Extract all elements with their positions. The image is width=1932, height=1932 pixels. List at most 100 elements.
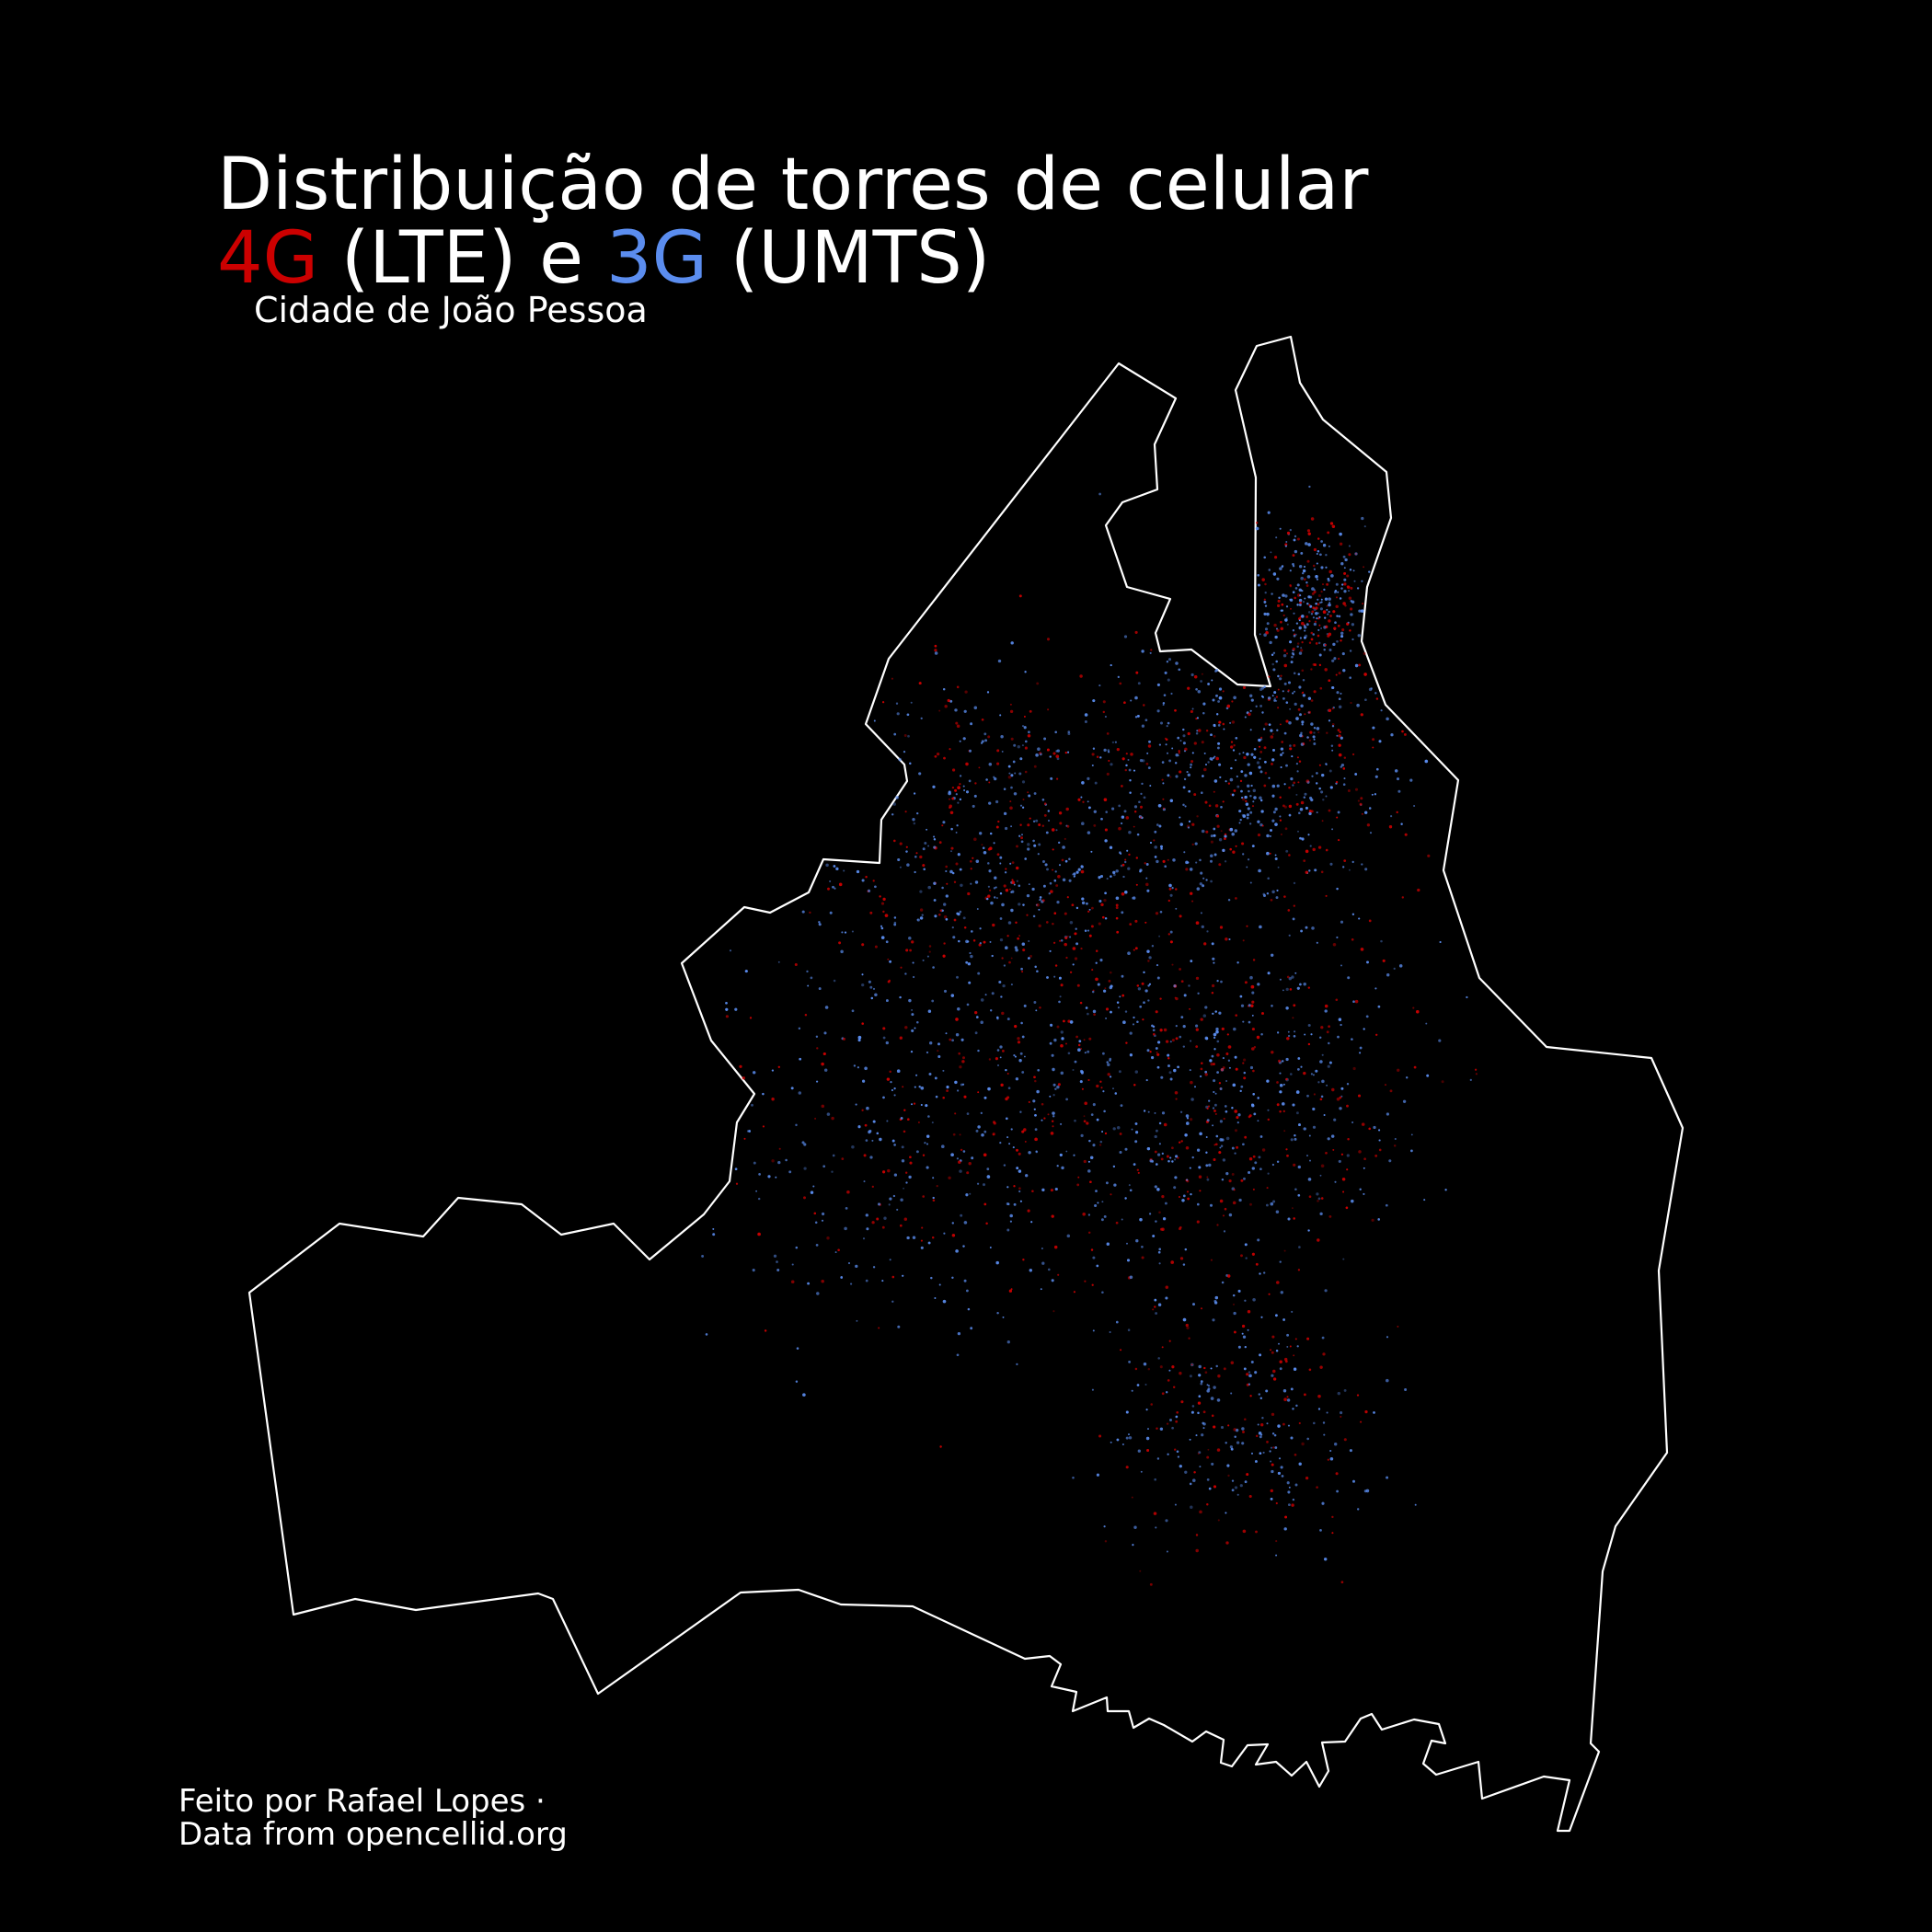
tower-3g-point (1248, 1004, 1251, 1007)
tower-4g-point (816, 1047, 819, 1050)
tower-4g-point (1218, 863, 1222, 867)
tower-3g-point (1466, 995, 1468, 999)
tower-3g-point (1312, 1107, 1316, 1111)
tower-3g-point (1058, 841, 1061, 845)
tower-3g-point (1053, 1038, 1057, 1042)
tower-3g-point (834, 887, 836, 890)
tower-3g-point (927, 1241, 931, 1245)
tower-4g-point (1146, 1449, 1150, 1452)
tower-3g-point (712, 1227, 715, 1230)
tower-3g-point (972, 804, 975, 808)
tower-3g-point (999, 714, 1002, 717)
tower-3g-point (1202, 1422, 1206, 1426)
tower-4g-point (1152, 1308, 1155, 1311)
tower-3g-point (823, 1031, 827, 1035)
tower-4g-point (1207, 1448, 1210, 1451)
tower-3g-point (1166, 725, 1168, 728)
tower-3g-point (1297, 1057, 1301, 1060)
tower-4g-point (1341, 1178, 1346, 1181)
tower-4g-point (1276, 1081, 1279, 1084)
tower-3g-point (994, 776, 997, 781)
tower-3g-point (841, 1037, 845, 1041)
tower-4g-point (1327, 634, 1330, 638)
tower-3g-point (1046, 868, 1049, 871)
tower-3g-point (1337, 811, 1340, 814)
tower-3g-point (1035, 753, 1039, 757)
tower-3g-point (1023, 1004, 1027, 1007)
tower-4g-point (1171, 1039, 1175, 1042)
tower-4g-point (1056, 777, 1059, 780)
tower-3g-point (899, 995, 902, 999)
tower-3g-point (1092, 699, 1096, 703)
tower-3g-point (1181, 1199, 1185, 1202)
tower-4g-point (1002, 1050, 1005, 1052)
tower-3g-point (974, 880, 979, 884)
tower-3g-point (1120, 822, 1123, 825)
tower-4g-point (1331, 707, 1334, 710)
tower-3g-point (843, 869, 845, 872)
tower-4g-point (725, 1015, 730, 1018)
tower-4g-point (816, 1047, 819, 1050)
tower-3g-point (850, 1282, 853, 1285)
tower-3g-point (893, 916, 897, 919)
tower-4g-point (1372, 738, 1375, 742)
tower-3g-point (959, 910, 962, 914)
tower-3g-point (893, 921, 897, 925)
tower-4g-point (981, 718, 984, 721)
tower-3g-point (1183, 851, 1186, 854)
tower-4g-point (1313, 547, 1317, 552)
tower-3g-point (1021, 780, 1026, 784)
tower-3g-point (967, 940, 970, 943)
tower-3g-point (1189, 1069, 1191, 1072)
tower-3g-point (1242, 1143, 1245, 1146)
tower-3g-point (927, 845, 930, 847)
tower-4g-point (1216, 1448, 1221, 1452)
tower-3g-point (916, 1020, 919, 1024)
tower-3g-point (927, 1115, 930, 1118)
tower-3g-point (1256, 761, 1260, 765)
tower-3g-point (1386, 1476, 1389, 1479)
tower-3g-point (1162, 808, 1166, 811)
tower-4g-point (1078, 1043, 1081, 1047)
tower-3g-point (1306, 575, 1311, 579)
tower-4g-point (1293, 1354, 1295, 1357)
tower-3g-point (1294, 1134, 1296, 1137)
tower-3g-point (1039, 896, 1042, 899)
tower-3g-point (1134, 1070, 1139, 1074)
tower-4g-point (1271, 1412, 1275, 1417)
tower-3g-point (1023, 726, 1027, 730)
tower-3g-point (1198, 1364, 1202, 1369)
tower-4g-point (1219, 1087, 1222, 1090)
tower-3g-point (1217, 700, 1220, 703)
tower-4g-point (884, 914, 889, 917)
tower-4g-point (1178, 1195, 1181, 1199)
tower-4g-point (843, 1037, 845, 1041)
tower-3g-point (1320, 566, 1324, 569)
tower-3g-point (1257, 820, 1260, 823)
tower-3g-point (1075, 870, 1079, 874)
tower-4g-point (1047, 1113, 1050, 1116)
tower-4g-point (1304, 1393, 1306, 1397)
tower-4g-point (945, 865, 948, 868)
tower-3g-point (916, 918, 920, 922)
tower-3g-point (1037, 1068, 1041, 1072)
tower-3g-point (1065, 1150, 1068, 1153)
tower-4g-point (1317, 603, 1320, 606)
tower-3g-point (879, 1137, 882, 1142)
tower-3g-point (1147, 1110, 1150, 1113)
tower-3g-point (868, 1130, 871, 1134)
tower-3g-point (1259, 757, 1261, 760)
tower-4g-point (988, 781, 991, 784)
tower-4g-point (1150, 649, 1153, 651)
tower-3g-point (942, 821, 946, 824)
tower-3g-point (829, 880, 832, 882)
tower-3g-point (977, 1125, 981, 1129)
tower-4g-point (1193, 674, 1198, 679)
tower-3g-point (1259, 1435, 1262, 1439)
tower-3g-point (1160, 1075, 1164, 1079)
tower-3g-point (1197, 690, 1202, 694)
tower-4g-point (1211, 983, 1215, 988)
tower-3g-point (1394, 769, 1398, 773)
tower-3g-point (1141, 782, 1144, 786)
tower-4g-point (1226, 1033, 1229, 1036)
